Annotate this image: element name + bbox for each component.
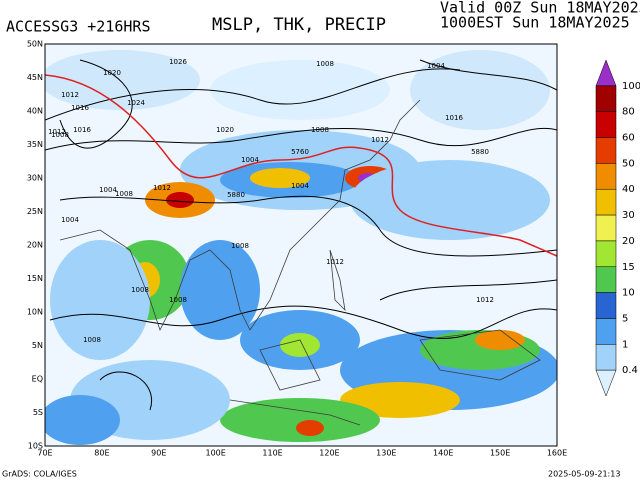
lon-label: 70E [37, 449, 52, 458]
isobar-label: 1012 [371, 136, 389, 144]
colorbar: 100 80 60 50 40 30 20 15 10 5 1 0.4 [595, 59, 640, 397]
lon-label: 140E [433, 449, 453, 458]
isobar-label: 1008 [51, 131, 69, 139]
lat-label: 20N [27, 241, 43, 250]
credit: GrADS: COLA/IGES [2, 470, 77, 479]
isobar-label: 1004 [427, 62, 445, 70]
isobar-label: 1008 [115, 190, 133, 198]
lat-label: EQ [32, 375, 43, 384]
lat-label: 10N [27, 308, 43, 317]
colorbar-label: 40 [622, 184, 635, 195]
colorbar-label: 60 [622, 133, 635, 144]
colorbar-segment [595, 214, 617, 242]
isobar-label: 1008 [169, 296, 187, 304]
colorbar-label: 100 [622, 81, 640, 92]
colorbar-cap [595, 369, 617, 397]
colorbar-segment [595, 188, 617, 216]
lon-label: 160E [547, 449, 567, 458]
colorbar-cap [595, 59, 617, 87]
thickness-label: 5880 [227, 191, 245, 199]
lat-label: 10S [28, 442, 43, 451]
map-title: MSLP, THK, PRECIP [212, 15, 386, 35]
thickness-label: 5760 [291, 148, 309, 156]
isobar-label: 1012 [153, 184, 171, 192]
colorbar-segment [595, 344, 617, 371]
thickness-label: 5880 [471, 148, 489, 156]
lon-label: 100E [206, 449, 226, 458]
isobar-label: 1004 [291, 182, 309, 190]
lon-label: 90E [151, 449, 166, 458]
isobar-label: 1008 [131, 286, 149, 294]
colorbar-label: 15 [622, 262, 635, 273]
isobar-label: 1020 [216, 126, 234, 134]
isobar-label: 1004 [241, 156, 259, 164]
isobar-label: 1016 [71, 104, 89, 112]
colorbar-label: 80 [622, 107, 635, 118]
colorbar-segment [595, 85, 617, 112]
isobar-label: 1004 [99, 186, 117, 194]
colorbar-segment [595, 292, 617, 319]
isobar-label: 1020 [103, 69, 121, 77]
isobar-label: 1004 [61, 216, 79, 224]
precip-field [45, 50, 557, 445]
isobar-label: 1008 [311, 126, 329, 134]
isobar-label: 1012 [476, 296, 494, 304]
colorbar-segment [595, 318, 617, 345]
isobar-label: 1008 [316, 60, 334, 68]
colorbar-segment [595, 137, 617, 164]
lat-label: 50N [27, 40, 43, 49]
colorbar-segment [595, 163, 617, 190]
colorbar-label: 0.4 [622, 365, 638, 376]
colorbar-label: 50 [622, 158, 635, 169]
isobar-label: 1016 [445, 114, 463, 122]
isobars [45, 59, 557, 411]
timestamp: 2025-05-09-21:13 [548, 470, 620, 479]
colorbar-segment [595, 111, 617, 138]
lat-label: 45N [27, 73, 43, 82]
coastlines [59, 99, 541, 426]
colorbar-label: 10 [622, 288, 635, 299]
isobar-label: 1024 [127, 99, 145, 107]
local-time: 1000EST Sun 18MAY2025 [440, 14, 630, 32]
lon-label: 120E [319, 449, 339, 458]
lat-label: 40N [27, 107, 43, 116]
lat-label: 15N [27, 274, 43, 283]
colorbar-label: 20 [622, 236, 635, 247]
longitude-labels: 70E 80E 90E 100E 110E 120E 130E 140E 150E 160E [37, 449, 567, 458]
lat-label: 35N [27, 140, 43, 149]
isobar-label: 1012 [48, 128, 66, 136]
colorbar-segment [595, 266, 617, 293]
map-area [44, 43, 558, 447]
isobar-label: 1026 [169, 58, 187, 66]
thickness-lines [45, 74, 557, 257]
valid-time: Valid 00Z Sun 18MAY2025 [440, 0, 640, 17]
lon-label: 130E [376, 449, 396, 458]
colorbar-segment [595, 240, 617, 268]
latitude-labels: 50N 45N 40N 35N 30N 25N 20N 15N 10N 5N EQ 5S 10S [27, 40, 43, 451]
lon-label: 80E [94, 449, 109, 458]
lon-label: 110E [262, 449, 282, 458]
colorbar-label: 30 [622, 210, 635, 221]
isobar-label: 1012 [326, 258, 344, 266]
isobar-label: 1012 [61, 91, 79, 99]
lat-label: 30N [27, 174, 43, 183]
model-label: ACCESSG3 +216HRS [6, 18, 151, 36]
colorbar-label: 1 [622, 339, 628, 350]
lat-label: 5S [33, 408, 43, 417]
isobar-label: 1008 [83, 336, 101, 344]
lat-label: 5N [32, 341, 43, 350]
colorbar-label: 5 [622, 313, 628, 324]
lon-label: 150E [490, 449, 510, 458]
lat-label: 25N [27, 207, 43, 216]
map-frame [44, 43, 558, 447]
isobar-label: 1008 [231, 242, 249, 250]
isobar-label: 1016 [73, 126, 91, 134]
